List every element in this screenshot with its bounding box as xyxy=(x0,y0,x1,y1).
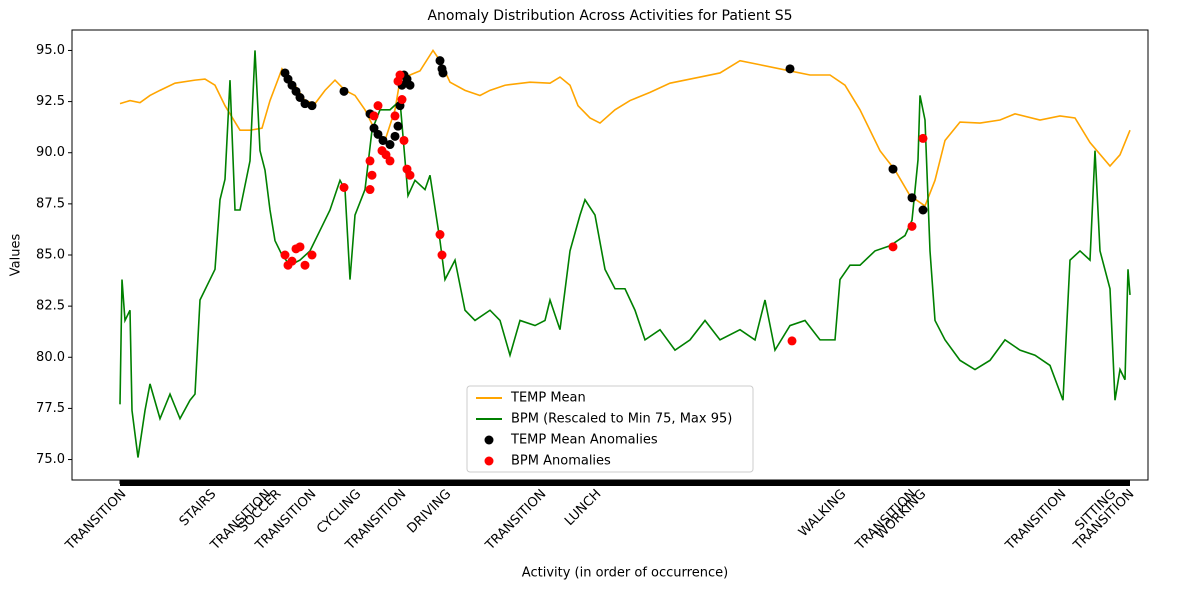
anomaly-point xyxy=(373,101,383,111)
anomaly-point xyxy=(395,70,405,80)
y-axis-label: Values xyxy=(9,234,24,277)
y-tick-label: 92.5 xyxy=(36,94,65,109)
anomaly-point xyxy=(390,131,400,141)
anomaly-point xyxy=(438,68,448,78)
y-tick-label: 77.5 xyxy=(36,401,65,416)
x-tick-band xyxy=(120,480,1130,486)
anomaly-point xyxy=(280,250,290,260)
series-line xyxy=(119,50,1131,458)
anomaly-point xyxy=(437,250,447,260)
anomaly-point xyxy=(918,205,928,215)
anomaly-point xyxy=(393,121,403,131)
anomaly-point xyxy=(365,185,375,195)
x-tick-label: DRIVING xyxy=(405,487,455,537)
anomaly-point xyxy=(385,140,395,150)
y-tick-label: 87.5 xyxy=(36,196,65,211)
legend-label: TEMP Mean xyxy=(510,391,586,406)
legend-swatch xyxy=(484,435,494,445)
anomaly-point xyxy=(888,242,898,252)
legend-label: BPM (Rescaled to Min 75, Max 95) xyxy=(511,412,732,427)
anomaly-point xyxy=(888,164,898,174)
anomaly-point xyxy=(378,135,388,145)
anomaly-point xyxy=(307,250,317,260)
x-tick-label: TRANSITION xyxy=(62,487,129,554)
anomaly-point xyxy=(300,99,310,109)
y-tick-label: 75.0 xyxy=(36,452,65,467)
y-tick-label: 80.0 xyxy=(36,350,65,365)
anomaly-point xyxy=(918,133,928,143)
plot-frame xyxy=(71,29,1149,481)
anomaly-point xyxy=(365,156,375,166)
y-tick-label: 85.0 xyxy=(36,248,65,263)
chart-title: Anomaly Distribution Across Activities f… xyxy=(427,8,792,24)
legend: TEMP Mean BPM (Rescaled to Min 75, Max 95… xyxy=(466,385,754,473)
anomaly-point xyxy=(300,260,310,270)
anomaly-point xyxy=(787,336,797,346)
x-tick-label: TRANSITION xyxy=(482,487,549,554)
y-tick-label: 95.0 xyxy=(36,43,65,58)
y-tick-label: 82.5 xyxy=(36,299,65,314)
anomaly-point xyxy=(295,93,305,102)
anomaly-point xyxy=(390,111,400,121)
anomaly-point xyxy=(435,56,445,66)
anomaly-point xyxy=(367,170,377,180)
anomaly-point xyxy=(307,101,317,111)
anomaly-point xyxy=(373,129,383,139)
anomaly-point xyxy=(369,111,379,121)
anomaly-point xyxy=(907,193,917,203)
anomaly-point xyxy=(907,221,917,231)
legend-box xyxy=(466,385,754,473)
x-tick-label: LUNCH xyxy=(562,487,604,529)
anomaly-point xyxy=(435,230,445,240)
anomaly-point xyxy=(339,86,349,96)
anomaly-point xyxy=(287,256,297,266)
y-tick-label: 90.0 xyxy=(36,145,65,160)
x-tick-label: TRANSITION xyxy=(1002,487,1069,554)
legend-label: TEMP Mean Anomalies xyxy=(510,433,658,448)
anomaly-point xyxy=(339,183,349,192)
x-axis-label: Activity (in order of occurrence) xyxy=(522,566,728,581)
anomaly-point xyxy=(405,170,415,180)
legend-label: BPM Anomalies xyxy=(511,454,611,469)
anomaly-point xyxy=(397,95,407,105)
anomaly-point xyxy=(405,80,415,90)
anomaly-point xyxy=(385,156,395,166)
anomaly-point xyxy=(399,135,409,145)
series-line xyxy=(119,49,1131,208)
x-tick-label: STAIRS xyxy=(177,487,220,530)
legend-swatch xyxy=(484,456,494,466)
anomaly-point xyxy=(785,64,795,74)
x-tick-label: WALKING xyxy=(796,487,849,540)
anomaly-point xyxy=(295,242,305,252)
